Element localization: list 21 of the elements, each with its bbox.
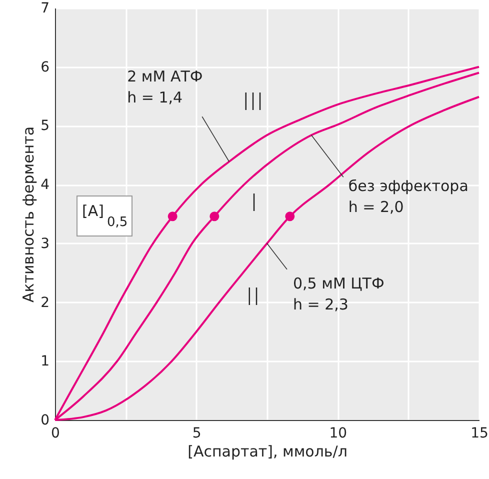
annotation: II <box>246 283 260 311</box>
x-tick-label: 15 <box>470 426 488 442</box>
y-tick-label: 1 <box>40 354 50 370</box>
annotation: без эффектора h = 2,0 <box>348 177 468 216</box>
x-tick-label: 0 <box>51 426 60 442</box>
y-tick-label: 4 <box>40 177 50 194</box>
y-tick-label: 3 <box>40 236 50 252</box>
y-tick-label: 0 <box>40 412 50 428</box>
y-tick-label: 6 <box>40 59 50 76</box>
annotation: 0,5 мМ ЦТФ h = 2,3 <box>293 274 384 314</box>
y-tick-label: 7 <box>40 0 50 16</box>
x-axis-title: [Аспартат], ммоль/л <box>188 442 348 460</box>
x-tick-label: 5 <box>192 426 202 442</box>
x-tick-label: 10 <box>329 426 348 442</box>
annotation: I <box>250 189 258 217</box>
y-tick-label: 2 <box>40 294 50 311</box>
annotation: III <box>242 88 264 116</box>
annotation: 2 мМ АТФ h = 1,4 <box>127 68 203 107</box>
y-axis-title: Активность фермента <box>20 126 38 303</box>
annotation: [A]0,5 <box>82 202 128 230</box>
y-tick-label: 5 <box>40 118 50 134</box>
